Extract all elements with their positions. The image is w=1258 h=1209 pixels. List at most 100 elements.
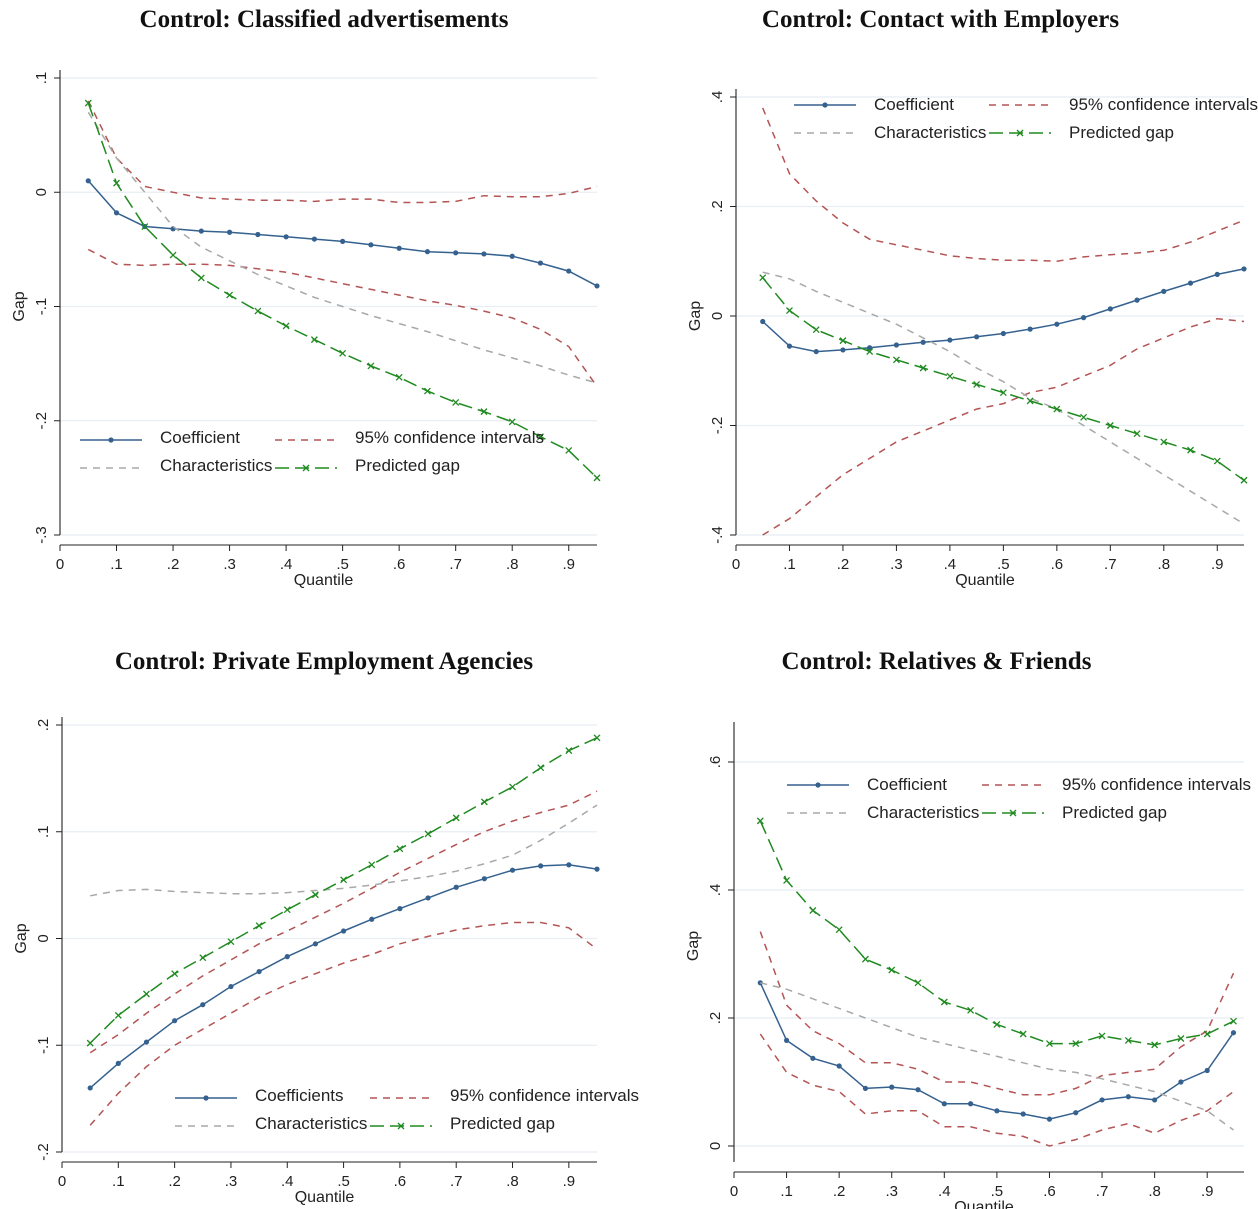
series-predicted [86,734,601,1047]
x-tick-label: .7 [450,1173,463,1190]
data-point [310,336,318,344]
data-point [947,337,953,343]
data-point [1214,271,1220,277]
legend-item-coefficient: Coefficients [175,1086,344,1105]
data-point [866,348,874,356]
chart-panel-classified-ads: Control: Classified advertisements 0 .1 .2… [0,0,620,600]
data-point [284,954,290,960]
x-tick-label: .5 [997,556,1010,573]
legend-label: 95% confidence intervals [450,1086,639,1105]
data-point [786,307,793,314]
data-point [453,250,459,256]
series-coefficient [87,862,600,1091]
chart-svg: 0 .1 .2 .3 .4 .5 .6 .7 .8 .9 0 .2 .4 .6 Quantile Gap Coe… [685,722,1251,1209]
series-line [762,268,1245,353]
chart-panel-private-agencies: Control: Private Employment Agencies 0 .1… [0,640,639,1209]
x-tick-label: .4 [938,1183,951,1200]
data-point [1241,266,1247,272]
data-point [509,867,516,873]
legend-item-coefficient: Coefficient [80,428,240,447]
y-tick-label: -.1 [33,298,50,316]
data-point [809,907,817,914]
data-point [999,389,1007,397]
data-point [452,399,460,406]
series-line [87,102,598,479]
data-point [481,876,487,882]
x-tick-label: .5 [337,1173,350,1190]
legend: Coefficient 95% confidence intervals Chara… [80,428,544,475]
data-point [283,234,289,240]
data-point [836,1063,842,1069]
series-line [89,864,598,1089]
chart-panel-relatives-friends: Control: Relatives & Friends 0 .1 .2 .3 .4 .5… [629,640,1258,1209]
data-point [786,343,793,349]
data-point [974,334,980,340]
data-point [1019,1030,1027,1038]
data-point [397,906,403,912]
gridlines [734,761,1244,1147]
data-point [1230,1030,1237,1036]
data-point [566,268,572,274]
data-point [538,863,544,869]
data-point [1161,288,1167,294]
y-tick-label: -.1 [35,1036,52,1054]
x-tick-label: .4 [280,556,293,573]
data-point [1027,326,1033,332]
data-point [1026,397,1034,405]
data-point [1046,1116,1053,1122]
x-tick-label: .8 [1148,1183,1161,1200]
chart-title: Control: Classified advertisements [139,6,509,33]
data-point [1080,315,1087,321]
data-point [973,380,981,388]
legend: Coefficients 95% confidence intervals Char… [175,1086,639,1133]
series-ci [87,100,598,204]
series-predicted [84,99,601,482]
legend-item-ci: 95% confidence intervals [370,1086,639,1105]
x-tick-label: .1 [110,556,123,573]
data-point [967,1006,975,1014]
data-point [1213,457,1221,465]
x-tick-label: .3 [225,1173,238,1190]
series-line [759,982,1235,1120]
chart-title: Control: Relatives & Friends [781,648,1092,675]
x-tick-label: .1 [783,556,796,573]
data-point [1000,330,1006,337]
data-point [509,783,516,791]
legend-marker [822,102,828,108]
gridlines [60,77,597,536]
x-tick-label: .7 [1104,556,1117,573]
data-point [1133,430,1141,438]
series-line [759,1033,1234,1147]
data-point [113,179,120,187]
data-point [783,1037,790,1043]
y-axis-title: Gap [13,923,30,953]
data-point [920,339,926,345]
series-line [759,931,1235,1096]
series-ci [89,921,598,1126]
data-point [941,1101,947,1107]
data-point [86,1039,94,1047]
data-point [1107,306,1113,312]
data-point [84,99,92,107]
chart-svg: 0 .1 .2 .3 .4 .5 .6 .7 .8 .9 -.3 -.2 -.1 0 .1 Quantile G… [11,70,601,589]
data-point [312,941,319,947]
data-point [197,274,205,282]
data-point [889,1084,895,1090]
x-tick-label: .7 [449,556,462,573]
series-ci [87,248,598,387]
data-point [839,337,847,345]
data-point [940,998,948,1006]
legend-label: Characteristics [867,803,979,822]
data-point [85,178,91,184]
data-point [1152,1097,1158,1103]
data-point [226,291,234,299]
series-line [89,921,598,1126]
x-axis-title: Quantile [954,1199,1014,1209]
data-point [756,817,764,825]
series-ci [759,931,1235,1096]
x-tick-label: 0 [732,556,740,573]
data-point [1134,297,1140,303]
data-point [537,433,544,441]
data-point [1203,1030,1211,1038]
series-coefficient [85,178,600,289]
